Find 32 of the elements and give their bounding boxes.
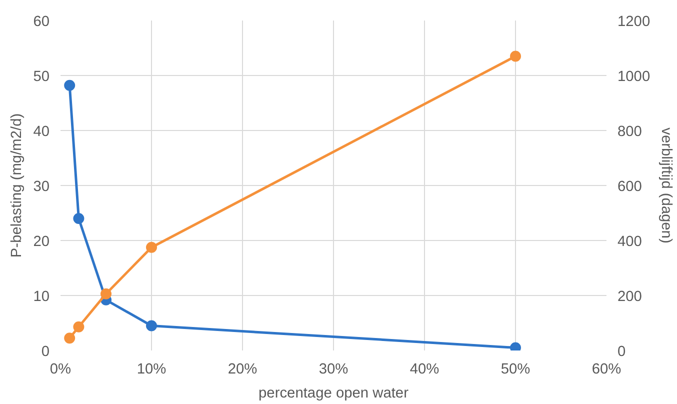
y2-tick-label: 1200 [618,14,650,30]
x-axis-title: percentage open water [258,386,409,402]
point [510,50,521,62]
x-tick-label: 10% [136,362,166,378]
y-axis-title: P-belasting (mg/m2/d) [9,113,26,258]
y2-tick-label: 200 [618,289,642,305]
y-tick-label: 0 [41,344,50,360]
y2-axis-title: verblijftijd (dagen) [658,128,674,244]
point [100,288,112,300]
point [146,242,157,253]
y-tick-label: 10 [33,289,50,305]
y2-tick-label: 800 [618,124,642,140]
y-tick-label: 20 [33,234,50,250]
x-tick-label: 0% [50,362,72,378]
x-tick-label: 40% [410,362,440,378]
y2-tick-label: 600 [618,179,642,195]
point [73,321,84,332]
point [64,80,76,91]
x-tick-label: 60% [592,362,622,378]
point [73,213,84,224]
x-tick-label: 20% [228,362,258,378]
y-tick-label: 50 [33,69,50,85]
y-tick-label: 60 [33,14,50,30]
point [64,332,76,344]
point [146,320,157,332]
x-tick-label: 50% [500,362,530,378]
y-tick-label: 40 [33,124,50,140]
y-tick-label: 30 [33,179,50,195]
y2-tick-label: 1000 [618,69,650,85]
y2-tick-label: 0 [618,344,626,360]
y2-tick-label: 400 [618,234,642,250]
x-tick-label: 30% [318,362,348,378]
